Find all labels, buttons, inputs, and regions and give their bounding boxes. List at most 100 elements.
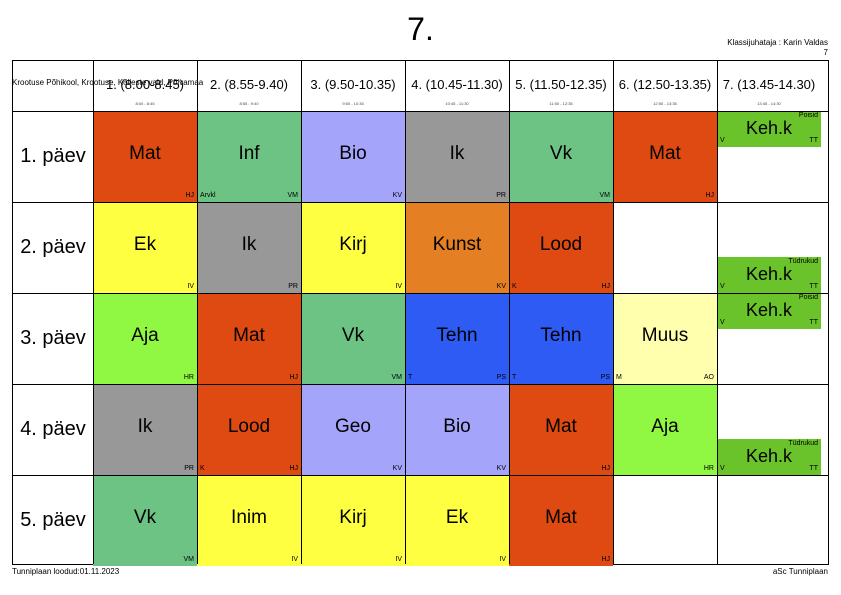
period-time: 11:50 - 12:35 [549,101,573,106]
lesson-teacher: KV [392,465,402,472]
period-label: 3. (9.50-10.35) [310,77,396,92]
lesson-room: V [720,137,725,144]
lesson-cell[interactable]: Mat HJ [509,384,613,475]
lesson-teacher: TT [809,465,818,472]
lesson-cell[interactable]: Aja HR [93,293,197,384]
lesson-cell[interactable]: Kirj IV [301,475,405,566]
day-label: 2. päev [20,236,86,258]
grid-column-line [93,61,94,564]
lesson-teacher: HJ [601,283,610,290]
lesson-cell[interactable]: Ek IV [405,475,509,566]
lesson-room: V [720,283,725,290]
lesson-subject: Mat [545,416,577,437]
period-header: 2. (8.55-9.40) 8:55 - 9:40 [197,61,301,111]
lesson-teacher: PR [184,465,194,472]
lesson-cell[interactable]: Kunst KV [405,202,509,293]
lesson-subject: Kirj [339,507,367,528]
lesson-subject: Ik [241,234,257,255]
period-label: 4. (10.45-11.30) [411,77,503,92]
lesson-cell[interactable]: Lood HJ K [509,202,613,293]
lesson-subject: Keh.k [745,118,793,138]
lesson-cell[interactable]: Tehn PS T [405,293,509,384]
period-time: 13:45 - 14:30 [757,101,781,106]
lesson-subject: Keh.k [745,300,793,320]
lesson-subject: Ek [133,234,157,255]
lesson-cell[interactable]: Muus AO M [613,293,717,384]
lesson-room: M [616,374,622,381]
period-time: 8:00 - 8:45 [135,101,155,106]
lesson-cell[interactable]: Vk VM [93,475,197,566]
lesson-cell[interactable]: Ik PR [93,384,197,475]
lesson-room: T [512,374,517,381]
grid-row-line [13,384,828,385]
lesson-cell[interactable]: Inf VM Arvkl [197,111,301,202]
lesson-cell[interactable]: Mat HJ [613,111,717,202]
period-time: 8:55 - 9:40 [239,101,259,106]
lesson-cell[interactable]: Ik PR [197,202,301,293]
period-label: 1. (8.00-8.45) [105,77,185,92]
period-time: 10:45 - 11:30 [445,101,469,106]
period-label: 7. (13.45-14.30) [722,77,816,92]
software-credit: aSc Tunniplaan [772,567,828,576]
lesson-teacher: IV [187,283,194,290]
lesson-cell[interactable]: Keh.k TT V Poisid [717,111,821,147]
lesson-cell[interactable]: Tehn PS T [509,293,613,384]
lesson-teacher: TT [809,319,818,326]
period-header: 4. (10.45-11.30) 10:45 - 11:30 [405,61,509,111]
lesson-teacher: TT [809,137,818,144]
lesson-subject: Inf [238,143,260,164]
lesson-subject: Tehn [436,325,478,346]
lesson-subject: Mat [545,507,577,528]
lesson-cell[interactable]: Keh.k TT V Poisid [717,293,821,329]
lesson-cell[interactable]: Mat HJ [509,475,613,566]
lesson-teacher: VM [391,374,403,381]
lesson-cell[interactable]: Vk VM [301,293,405,384]
lesson-cell[interactable]: Aja HR [613,384,717,475]
lesson-cell[interactable]: Vk VM [509,111,613,202]
lesson-cell[interactable]: Keh.k TT V Tüdrukud [717,439,821,475]
lesson-cell[interactable]: Bio KV [301,111,405,202]
lesson-subject: Ek [445,507,469,528]
grid-column-line [405,61,406,564]
lesson-teacher: HJ [289,374,298,381]
lesson-subject: Mat [649,143,681,164]
period-header: 1. (8.00-8.45) 8:00 - 8:45 [93,61,197,111]
lesson-teacher: KV [392,192,402,199]
lesson-cell[interactable]: Geo KV [301,384,405,475]
timetable-grid: 1. (8.00-8.45) 8:00 - 8:45 2. (8.55-9.40) 8… [12,60,829,566]
lesson-teacher: HR [703,465,714,472]
lesson-cell[interactable]: Keh.k TT V Tüdrukud [717,257,821,293]
lesson-cell[interactable]: Ek IV [93,202,197,293]
lesson-subject: Keh.k [745,264,793,284]
lesson-cell[interactable]: Mat HJ [93,111,197,202]
day-label: 1. päev [20,145,86,167]
lesson-group: Tüdrukud [788,258,818,265]
lesson-teacher: VM [183,556,195,563]
lesson-room: V [720,319,725,326]
lesson-subject: Bio [339,143,367,164]
lesson-cell[interactable]: Lood HJ K [197,384,301,475]
lesson-teacher: HJ [601,465,610,472]
created-date: Tunniplaan loodud:01.11.2023 [12,567,120,576]
lesson-subject: Kirj [339,234,367,255]
lesson-subject: Ik [137,416,153,437]
lesson-teacher: VM [287,192,299,199]
lesson-subject: Aja [131,325,159,346]
lesson-subject: Kunst [432,234,482,255]
lesson-teacher: HJ [289,465,298,472]
lesson-cell[interactable]: Kirj IV [301,202,405,293]
lesson-teacher: IV [395,283,402,290]
period-time: 12:50 - 13:35 [653,101,677,106]
lesson-cell[interactable]: Bio KV [405,384,509,475]
lesson-room: K [200,465,205,472]
lesson-cell[interactable]: Mat HJ [197,293,301,384]
lesson-cell[interactable]: Inim IV [197,475,301,566]
lesson-subject: Vk [549,143,573,164]
lesson-room: T [408,374,413,381]
lesson-cell[interactable]: Ik PR [405,111,509,202]
lesson-teacher: AO [703,374,714,381]
lesson-teacher: KV [496,465,506,472]
lesson-teacher: PR [288,283,298,290]
day-label: 4. päev [20,418,86,440]
lesson-group: Poisid [798,112,818,119]
